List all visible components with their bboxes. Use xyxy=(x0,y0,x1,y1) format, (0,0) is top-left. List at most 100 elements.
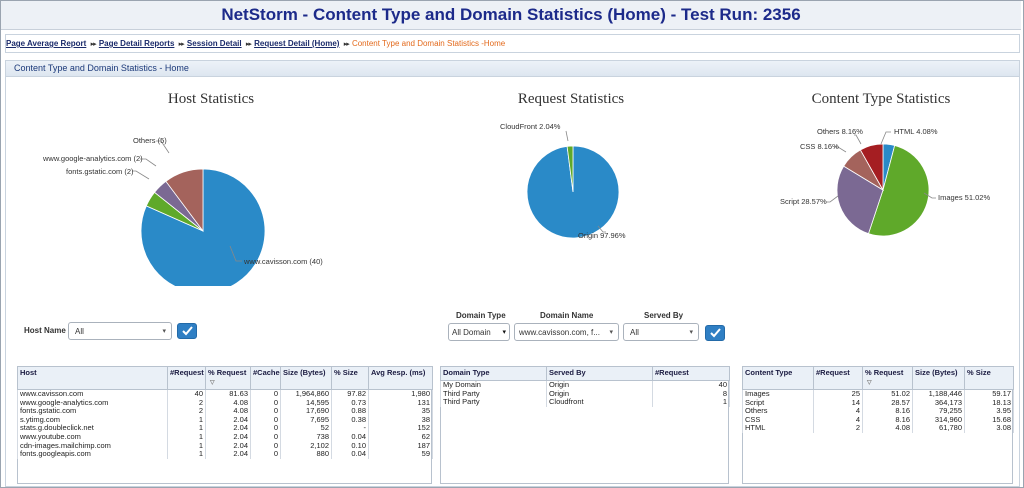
table-row[interactable]: Third Party Origin 8 xyxy=(440,389,730,399)
table-row[interactable]: Others 4 8.16 79,255 3.95 xyxy=(742,407,1014,416)
table-row[interactable]: www.youtube.com 1 2.04 0 738 0.04 62 xyxy=(17,432,433,442)
column-header-served-by[interactable]: Served By xyxy=(546,366,653,381)
table-cell: 15.68 xyxy=(964,415,1014,425)
table-cell: HTML xyxy=(742,424,814,433)
table-cell: CSS xyxy=(742,415,814,425)
table-cell: 38 xyxy=(368,415,433,425)
table-cell: 2 xyxy=(167,398,206,408)
domain-apply-button[interactable] xyxy=(705,325,725,341)
column-header-percent-size[interactable]: % Size xyxy=(331,366,369,390)
leader-script xyxy=(826,195,839,203)
table-row[interactable]: fonts.googleapis.com 1 2.04 0 880 0.04 59 xyxy=(17,450,433,459)
table-row[interactable]: fonts.gstatic.com 2 4.08 0 17,690 0.88 35 xyxy=(17,407,433,416)
leader-others-content xyxy=(854,134,862,145)
table-cell: 314,960 xyxy=(912,415,965,425)
table-cell: Images xyxy=(742,389,814,399)
domain-type-select[interactable]: All Domain ▾ xyxy=(448,323,510,341)
table-cell: 8 xyxy=(652,389,730,399)
table-cell: 51.02 xyxy=(862,389,913,399)
content-type-statistics-title: Content Type Statistics xyxy=(811,91,951,107)
column-header-request-count[interactable]: #Request xyxy=(167,366,206,390)
column-header-cache[interactable]: #Cache xyxy=(250,366,281,390)
table-cell: 1 xyxy=(167,424,206,433)
table-cell: fonts.googleapis.com xyxy=(17,450,168,459)
breadcrumb-request-detail[interactable]: Request Detail (Home) xyxy=(254,39,340,48)
column-header-content-percent-request[interactable]: % Request ▽ xyxy=(862,366,913,390)
table-cell: 0 xyxy=(250,441,281,451)
pie-label-html: HTML 4.08% xyxy=(894,127,938,136)
table-cell: 2,102 xyxy=(280,441,332,451)
table-cell: 1 xyxy=(652,398,730,407)
content-table-header: Content Type #Request % Request ▽ Size (B… xyxy=(742,366,1014,390)
domain-name-select-value: www.cavisson.com, f... xyxy=(519,328,600,337)
table-row[interactable]: Script 14 28.57 364,173 18.13 xyxy=(742,398,1014,408)
table-row[interactable]: My Domain Origin 40 xyxy=(440,380,730,390)
table-row[interactable]: www.cavisson.com 40 81.63 0 1,964,860 97.82 1,… xyxy=(17,389,433,399)
column-header-percent-request[interactable]: % Request ▽ xyxy=(205,366,251,390)
pie-label-google-analytics: www.google-analytics.com (2) xyxy=(42,154,143,163)
table-row[interactable]: Images 25 51.02 1,188,446 59.17 xyxy=(742,389,1014,399)
pie-slice[interactable] xyxy=(566,145,574,193)
table-cell: 79,255 xyxy=(912,407,965,416)
table-cell: 1 xyxy=(167,432,206,442)
pie-label-cloudfront: CloudFront 2.04% xyxy=(500,122,561,131)
chevron-down-icon: ▾ xyxy=(502,329,506,336)
table-cell: 364,173 xyxy=(912,398,965,408)
table-cell: 28.57 xyxy=(862,398,913,408)
table-row[interactable]: CSS 4 8.16 314,960 15.68 xyxy=(742,415,1014,425)
request-pie-slices xyxy=(526,145,620,239)
column-header-content-type[interactable]: Content Type xyxy=(742,366,814,390)
domain-name-label: Domain Name xyxy=(540,311,594,320)
table-row[interactable]: cdn-images.mailchimp.com 1 2.04 0 2,102 0.10 1… xyxy=(17,441,433,451)
breadcrumb-page-average-report[interactable]: Page Average Report xyxy=(6,39,87,48)
column-header-content-size[interactable]: Size (Bytes) xyxy=(912,366,965,390)
served-by-select[interactable]: All ▾ xyxy=(623,323,699,341)
pie-slice[interactable] xyxy=(859,143,884,192)
table-row[interactable]: Third Party Cloudfront 1 xyxy=(440,398,730,407)
table-cell: 59.17 xyxy=(964,389,1014,399)
chevron-down-icon: ▾ xyxy=(689,329,693,336)
column-header-percent-request-label: % Request xyxy=(208,368,247,377)
breadcrumb-separator-icon: ▸▸ xyxy=(178,41,185,48)
table-row[interactable]: www.google-analytics.com 2 4.08 0 14,595 0.73… xyxy=(17,398,433,408)
pie-slice[interactable] xyxy=(867,145,930,237)
table-cell: Cloudfront xyxy=(546,398,653,407)
table-row[interactable]: s.ytimg.com 1 2.04 0 7,695 0.38 38 xyxy=(17,415,433,425)
breadcrumb-session-detail[interactable]: Session Detail xyxy=(186,39,242,48)
domain-name-select[interactable]: www.cavisson.com, f... ▾ xyxy=(514,323,619,341)
pie-label-css: CSS 8.16% xyxy=(800,142,839,151)
pie-label-origin: Origin 97.96% xyxy=(578,231,626,240)
table-cell: 3.08 xyxy=(964,424,1014,433)
pie-slice[interactable] xyxy=(836,165,884,235)
host-apply-button[interactable] xyxy=(177,323,197,339)
host-statistics-title: Host Statistics xyxy=(167,91,255,107)
column-header-host[interactable]: Host xyxy=(17,366,168,390)
table-row[interactable]: HTML 2 4.08 61,780 3.08 xyxy=(742,424,1014,433)
column-header-domain-type[interactable]: Domain Type xyxy=(440,366,547,381)
column-header-avg-resp[interactable]: Avg Resp. (ms) xyxy=(368,366,433,390)
table-cell: 4.08 xyxy=(862,424,913,433)
table-cell: 2.04 xyxy=(205,424,251,433)
table-cell: 2.04 xyxy=(205,450,251,459)
table-cell: 1,964,860 xyxy=(280,389,332,399)
column-header-size[interactable]: Size (Bytes) xyxy=(280,366,332,390)
table-row[interactable]: stats.g.doubleclick.net 1 2.04 0 52-152 xyxy=(17,424,433,433)
table-cell: Third Party xyxy=(440,389,547,399)
column-header-domain-request[interactable]: #Request xyxy=(652,366,730,381)
pie-label-fonts-gstatic: fonts.gstatic.com (2) xyxy=(66,167,134,176)
breadcrumb-page-detail-reports[interactable]: Page Detail Reports xyxy=(98,39,175,48)
table-cell: cdn-images.mailchimp.com xyxy=(17,441,168,451)
content-table: Content Type #Request % Request ▽ Size (B… xyxy=(742,366,1014,433)
table-cell: 880 xyxy=(280,450,332,459)
column-header-content-request[interactable]: #Request xyxy=(813,366,863,390)
section-header: Content Type and Domain Statistics - Hom… xyxy=(6,61,1019,77)
column-header-content-percent-size[interactable]: % Size xyxy=(964,366,1014,390)
table-cell: 2.04 xyxy=(205,432,251,442)
host-name-select[interactable]: All ▾ xyxy=(68,322,172,340)
host-name-select-value: All xyxy=(75,327,84,336)
leader-origin xyxy=(597,225,606,233)
pie-slice[interactable] xyxy=(165,168,204,233)
host-table: Host #Request % Request ▽ #Cache Size (By… xyxy=(17,366,433,459)
table-cell: 61,780 xyxy=(912,424,965,433)
table-cell: 1,980 xyxy=(368,389,433,399)
